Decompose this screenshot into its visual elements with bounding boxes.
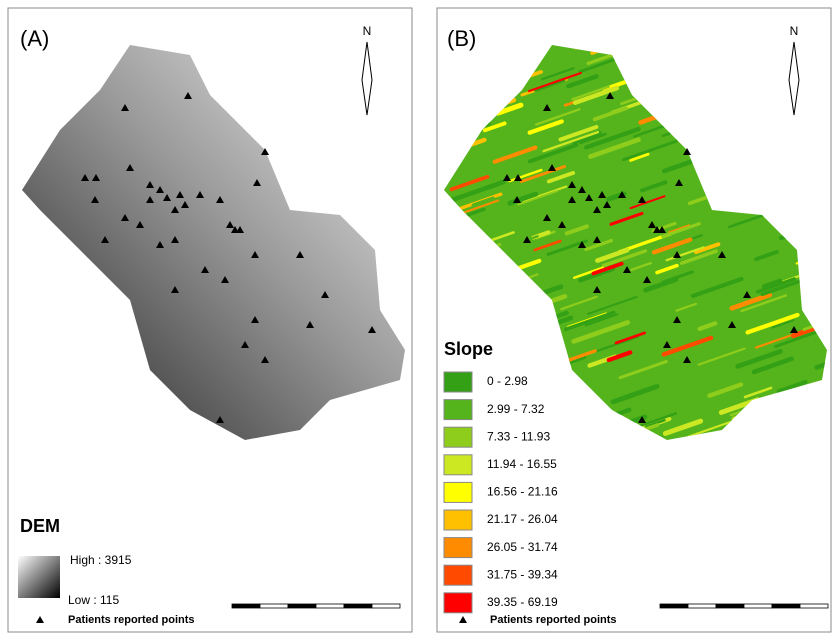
scale-segment xyxy=(800,604,828,608)
scale-segment xyxy=(288,604,316,608)
legend-label: 2.99 - 7.32 xyxy=(487,402,545,416)
legend-low: Low : 115 xyxy=(68,593,119,607)
legend-high: High : 3915 xyxy=(70,553,132,567)
legend-label: 21.17 - 26.04 xyxy=(487,512,558,526)
scale-segment xyxy=(772,604,800,608)
points-legend: Patients reported points xyxy=(490,614,617,626)
panel-label: (A) xyxy=(20,26,49,51)
dem-legend-ramp xyxy=(18,556,60,598)
legend-swatch xyxy=(444,400,472,420)
scale-segment xyxy=(660,604,688,608)
scale-segment xyxy=(232,604,260,608)
scale-segment xyxy=(372,604,400,608)
scale-segment xyxy=(260,604,288,608)
slope-legend: 0 - 2.98 2.99 - 7.32 7.33 - 11.93 11.94 - 1… xyxy=(444,372,558,613)
legend-label: 0 - 2.98 xyxy=(487,374,528,388)
legend-label: 16.56 - 21.16 xyxy=(487,485,558,499)
legend-swatch xyxy=(444,593,472,613)
scale-segment xyxy=(688,604,716,608)
legend-label: 39.35 - 69.19 xyxy=(487,595,558,609)
legend-label: 11.94 - 16.55 xyxy=(487,457,557,471)
points-legend: Patients reported points xyxy=(68,614,195,626)
scale-segment xyxy=(716,604,744,608)
north-label: N xyxy=(790,24,799,38)
legend-swatch xyxy=(444,538,472,558)
scale-segment xyxy=(744,604,772,608)
legend-swatch xyxy=(444,372,472,392)
scale-segment xyxy=(316,604,344,608)
legend-label: 26.05 - 31.74 xyxy=(487,540,558,554)
panel-label: (B) xyxy=(447,26,476,51)
legend-title: Slope xyxy=(444,339,493,359)
legend-swatch xyxy=(444,455,472,475)
legend-title: DEM xyxy=(20,516,60,536)
legend-swatch xyxy=(444,427,472,447)
figure: (A) (B) N N DEM High : 3915 Low : 115 Pa… xyxy=(0,0,832,636)
scale-segment xyxy=(344,604,372,608)
legend-label: 31.75 - 39.34 xyxy=(487,567,558,581)
legend-label: 7.33 - 11.93 xyxy=(487,429,550,443)
legend-swatch xyxy=(444,482,472,502)
legend-swatch xyxy=(444,510,472,530)
legend-swatch xyxy=(444,565,472,585)
north-label: N xyxy=(363,24,372,38)
